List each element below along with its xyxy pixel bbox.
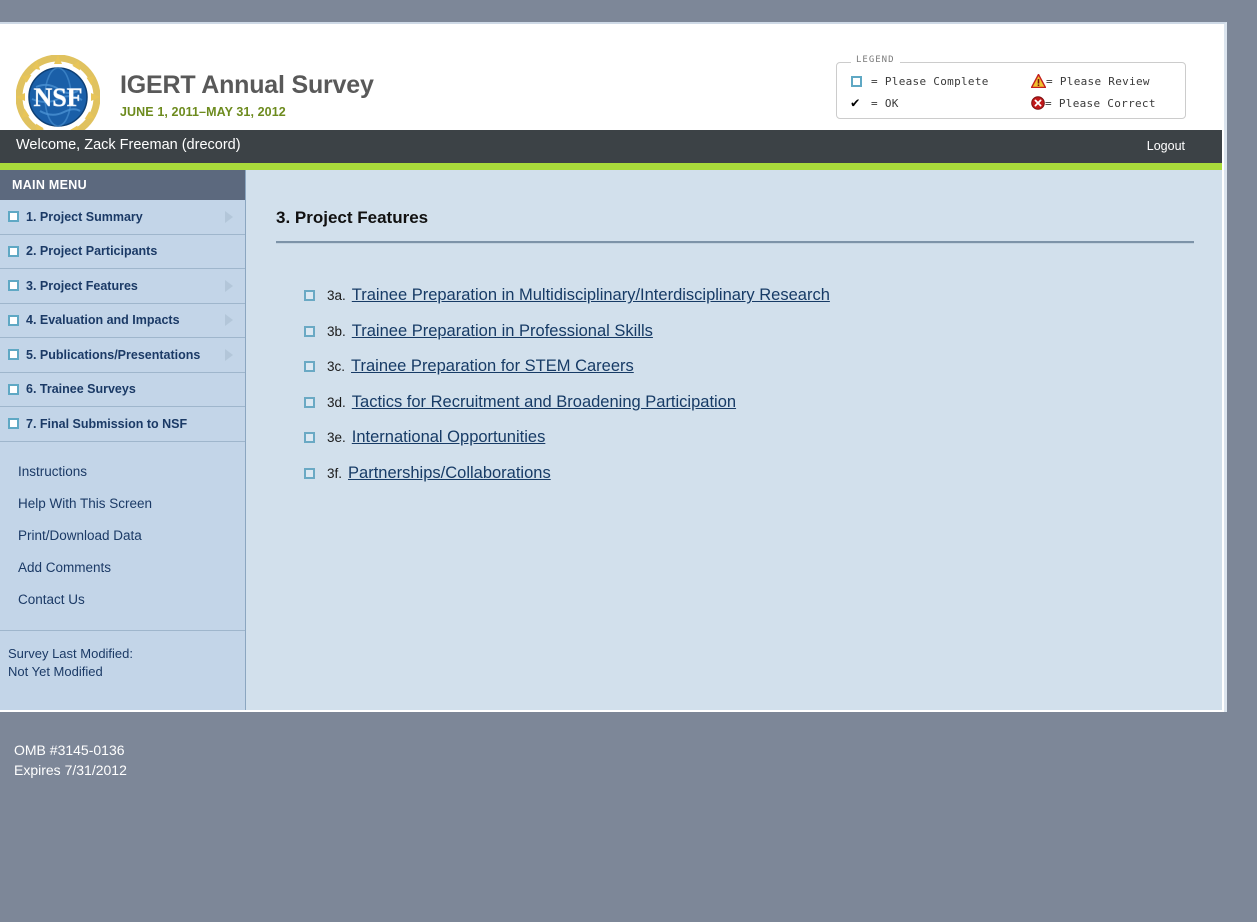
sidebar-item-project-features[interactable]: 3. Project Features bbox=[0, 269, 245, 304]
chevron-right-icon bbox=[225, 314, 233, 327]
feature-number: 3b. bbox=[327, 323, 346, 339]
empty-checkbox-icon bbox=[8, 245, 19, 257]
sidebar-item-label: 6. Trainee Surveys bbox=[26, 382, 136, 397]
omb-number: OMB #3145-0136 bbox=[14, 742, 125, 758]
empty-checkbox-icon bbox=[8, 280, 19, 292]
feature-number: 3e. bbox=[327, 430, 346, 446]
checkmark-icon: ✔ bbox=[851, 95, 860, 111]
sidebar-item-label: 3. Project Features bbox=[26, 278, 138, 293]
accent-bar bbox=[0, 163, 1222, 170]
survey-date-range: JUNE 1, 2011–MAY 31, 2012 bbox=[120, 104, 286, 119]
title-block: IGERT Annual Survey JUNE 1, 2011–MAY 31,… bbox=[120, 71, 374, 119]
list-item[interactable]: 3d. Tactics for Recruitment and Broadeni… bbox=[304, 385, 1194, 421]
list-item[interactable]: 3b. Trainee Preparation in Professional … bbox=[304, 314, 1194, 350]
survey-last-modified: Survey Last Modified: Not Yet Modified bbox=[0, 631, 245, 681]
feature-link-international-opportunities[interactable]: International Opportunities bbox=[351, 428, 546, 447]
empty-checkbox-icon[interactable] bbox=[304, 432, 315, 444]
page-container: NSF IGERT Annual Survey JUNE 1, 2011–MAY… bbox=[0, 22, 1227, 712]
welcome-bar: Welcome, Zack Freeman (drecord) Logout bbox=[0, 130, 1222, 163]
sidebar-item-project-participants[interactable]: 2. Project Participants bbox=[0, 235, 245, 269]
welcome-message: Welcome, Zack Freeman (drecord) bbox=[16, 137, 241, 153]
legend-label: = OK bbox=[871, 96, 899, 110]
list-item[interactable]: 3c. Trainee Preparation for STEM Careers bbox=[304, 349, 1194, 385]
empty-checkbox-icon bbox=[8, 211, 19, 223]
site-header: NSF IGERT Annual Survey JUNE 1, 2011–MAY… bbox=[0, 24, 1222, 140]
feature-number: 3a. bbox=[327, 288, 346, 304]
logout-link[interactable]: Logout bbox=[1146, 139, 1185, 153]
sidebar-item-label: 7. Final Submission to NSF bbox=[26, 416, 188, 431]
feature-list: 3a. Trainee Preparation in Multidiscipli… bbox=[276, 278, 1194, 491]
feature-number: 3f. bbox=[327, 465, 343, 481]
last-modified-label: Survey Last Modified: bbox=[8, 645, 134, 661]
empty-checkbox-icon[interactable] bbox=[304, 325, 315, 337]
legend-label: = Please Review bbox=[1046, 74, 1150, 88]
sidebar-link-help-with-this-screen[interactable]: Help With This Screen bbox=[18, 495, 153, 511]
omb-expiry: Expires 7/31/2012 bbox=[14, 762, 127, 779]
sidebar-item-project-summary[interactable]: 1. Project Summary bbox=[0, 200, 245, 235]
list-item[interactable]: 3e. International Opportunities bbox=[304, 420, 1194, 456]
sidebar-link-contact-us[interactable]: Contact Us bbox=[18, 591, 85, 607]
legend-item-please-complete: = Please Complete bbox=[851, 73, 1031, 89]
title-divider bbox=[276, 241, 1194, 244]
sidebar-item-evaluation-and-impacts[interactable]: 4. Evaluation and Impacts bbox=[0, 304, 245, 338]
empty-checkbox-icon[interactable] bbox=[304, 361, 315, 373]
legend-label: = Please Correct bbox=[1045, 96, 1156, 110]
sidebar-item-label: 4. Evaluation and Impacts bbox=[26, 313, 180, 328]
sidebar-item-label: 2. Project Participants bbox=[26, 244, 158, 259]
sidebar-item-label: 5. Publications/Presentations bbox=[26, 347, 201, 362]
legend-label: = Please Complete bbox=[871, 74, 989, 88]
legend-item-ok: ✔ = OK bbox=[851, 95, 1031, 111]
feature-number: 3c. bbox=[327, 359, 346, 375]
empty-checkbox-icon bbox=[8, 314, 19, 326]
empty-checkbox-icon[interactable] bbox=[304, 467, 315, 479]
main-menu-header: MAIN MENU bbox=[0, 170, 245, 200]
legend-box: LEGEND = Please Complete bbox=[836, 55, 1186, 119]
page-title: 3. Project Features bbox=[276, 208, 429, 227]
feature-link-trainee-prep-multidisciplinary[interactable]: Trainee Preparation in Multidisciplinary… bbox=[351, 286, 830, 305]
sidebar-item-trainee-surveys[interactable]: 6. Trainee Surveys bbox=[0, 373, 245, 407]
empty-checkbox-icon bbox=[8, 349, 19, 361]
feature-link-trainee-prep-stem-careers[interactable]: Trainee Preparation for STEM Careers bbox=[351, 357, 634, 376]
warning-triangle-icon bbox=[1031, 74, 1046, 88]
error-circle-icon bbox=[1031, 96, 1045, 110]
main-content: 3. Project Features 3a. Trainee Preparat… bbox=[246, 170, 1222, 710]
feature-number: 3d. bbox=[327, 394, 346, 410]
svg-text:NSF: NSF bbox=[33, 83, 82, 112]
list-item[interactable]: 3a. Trainee Preparation in Multidiscipli… bbox=[304, 278, 1194, 314]
legend-caption: LEGEND bbox=[851, 55, 900, 65]
page-inner: NSF IGERT Annual Survey JUNE 1, 2011–MAY… bbox=[0, 24, 1222, 710]
chevron-right-icon bbox=[225, 210, 233, 223]
page-heading: IGERT Annual Survey bbox=[120, 71, 374, 99]
empty-checkbox-icon bbox=[851, 73, 871, 89]
sidebar-link-add-comments[interactable]: Add Comments bbox=[18, 559, 112, 575]
nsf-logo-icon: NSF bbox=[15, 54, 101, 140]
body-area: MAIN MENU 1. Project Summary 2. Project … bbox=[0, 170, 1222, 710]
empty-checkbox-icon[interactable] bbox=[304, 396, 315, 408]
chevron-right-icon bbox=[225, 279, 233, 292]
chevron-right-icon bbox=[225, 348, 233, 361]
footer-text: OMB #3145-0136 Expires 7/31/2012 bbox=[14, 740, 127, 781]
legend-item-please-correct: = Please Correct bbox=[1031, 96, 1191, 110]
sidebar-item-final-submission-to-nsf[interactable]: 7. Final Submission to NSF bbox=[0, 407, 245, 442]
empty-checkbox-icon[interactable] bbox=[304, 290, 315, 302]
feature-link-partnerships-collaborations[interactable]: Partnerships/Collaborations bbox=[348, 463, 551, 482]
sidebar-link-print-download-data[interactable]: Print/Download Data bbox=[18, 527, 142, 543]
sidebar-links: Instructions Help With This Screen Print… bbox=[0, 442, 245, 616]
page-footer: OMB #3145-0136 Expires 7/31/2012 bbox=[0, 712, 1257, 922]
sidebar-link-instructions[interactable]: Instructions bbox=[18, 463, 88, 479]
list-item[interactable]: 3f. Partnerships/Collaborations bbox=[304, 456, 1194, 492]
empty-checkbox-icon bbox=[8, 383, 19, 395]
sidebar-divider bbox=[0, 629, 245, 631]
main-menu-list: 1. Project Summary 2. Project Participan… bbox=[0, 200, 245, 442]
feature-link-trainee-prep-professional-skills[interactable]: Trainee Preparation in Professional Skil… bbox=[351, 321, 653, 340]
feature-link-tactics-recruitment[interactable]: Tactics for Recruitment and Broadening P… bbox=[351, 392, 737, 411]
sidebar-item-publications-presentations[interactable]: 5. Publications/Presentations bbox=[0, 338, 245, 373]
sidebar-item-label: 1. Project Summary bbox=[26, 209, 143, 224]
sidebar: MAIN MENU 1. Project Summary 2. Project … bbox=[0, 170, 246, 710]
empty-checkbox-icon bbox=[8, 418, 19, 430]
legend-item-please-review: = Please Review bbox=[1031, 74, 1191, 88]
legend-grid: = Please Complete = Please Review bbox=[851, 70, 1181, 114]
last-modified-value: Not Yet Modified bbox=[8, 663, 103, 679]
